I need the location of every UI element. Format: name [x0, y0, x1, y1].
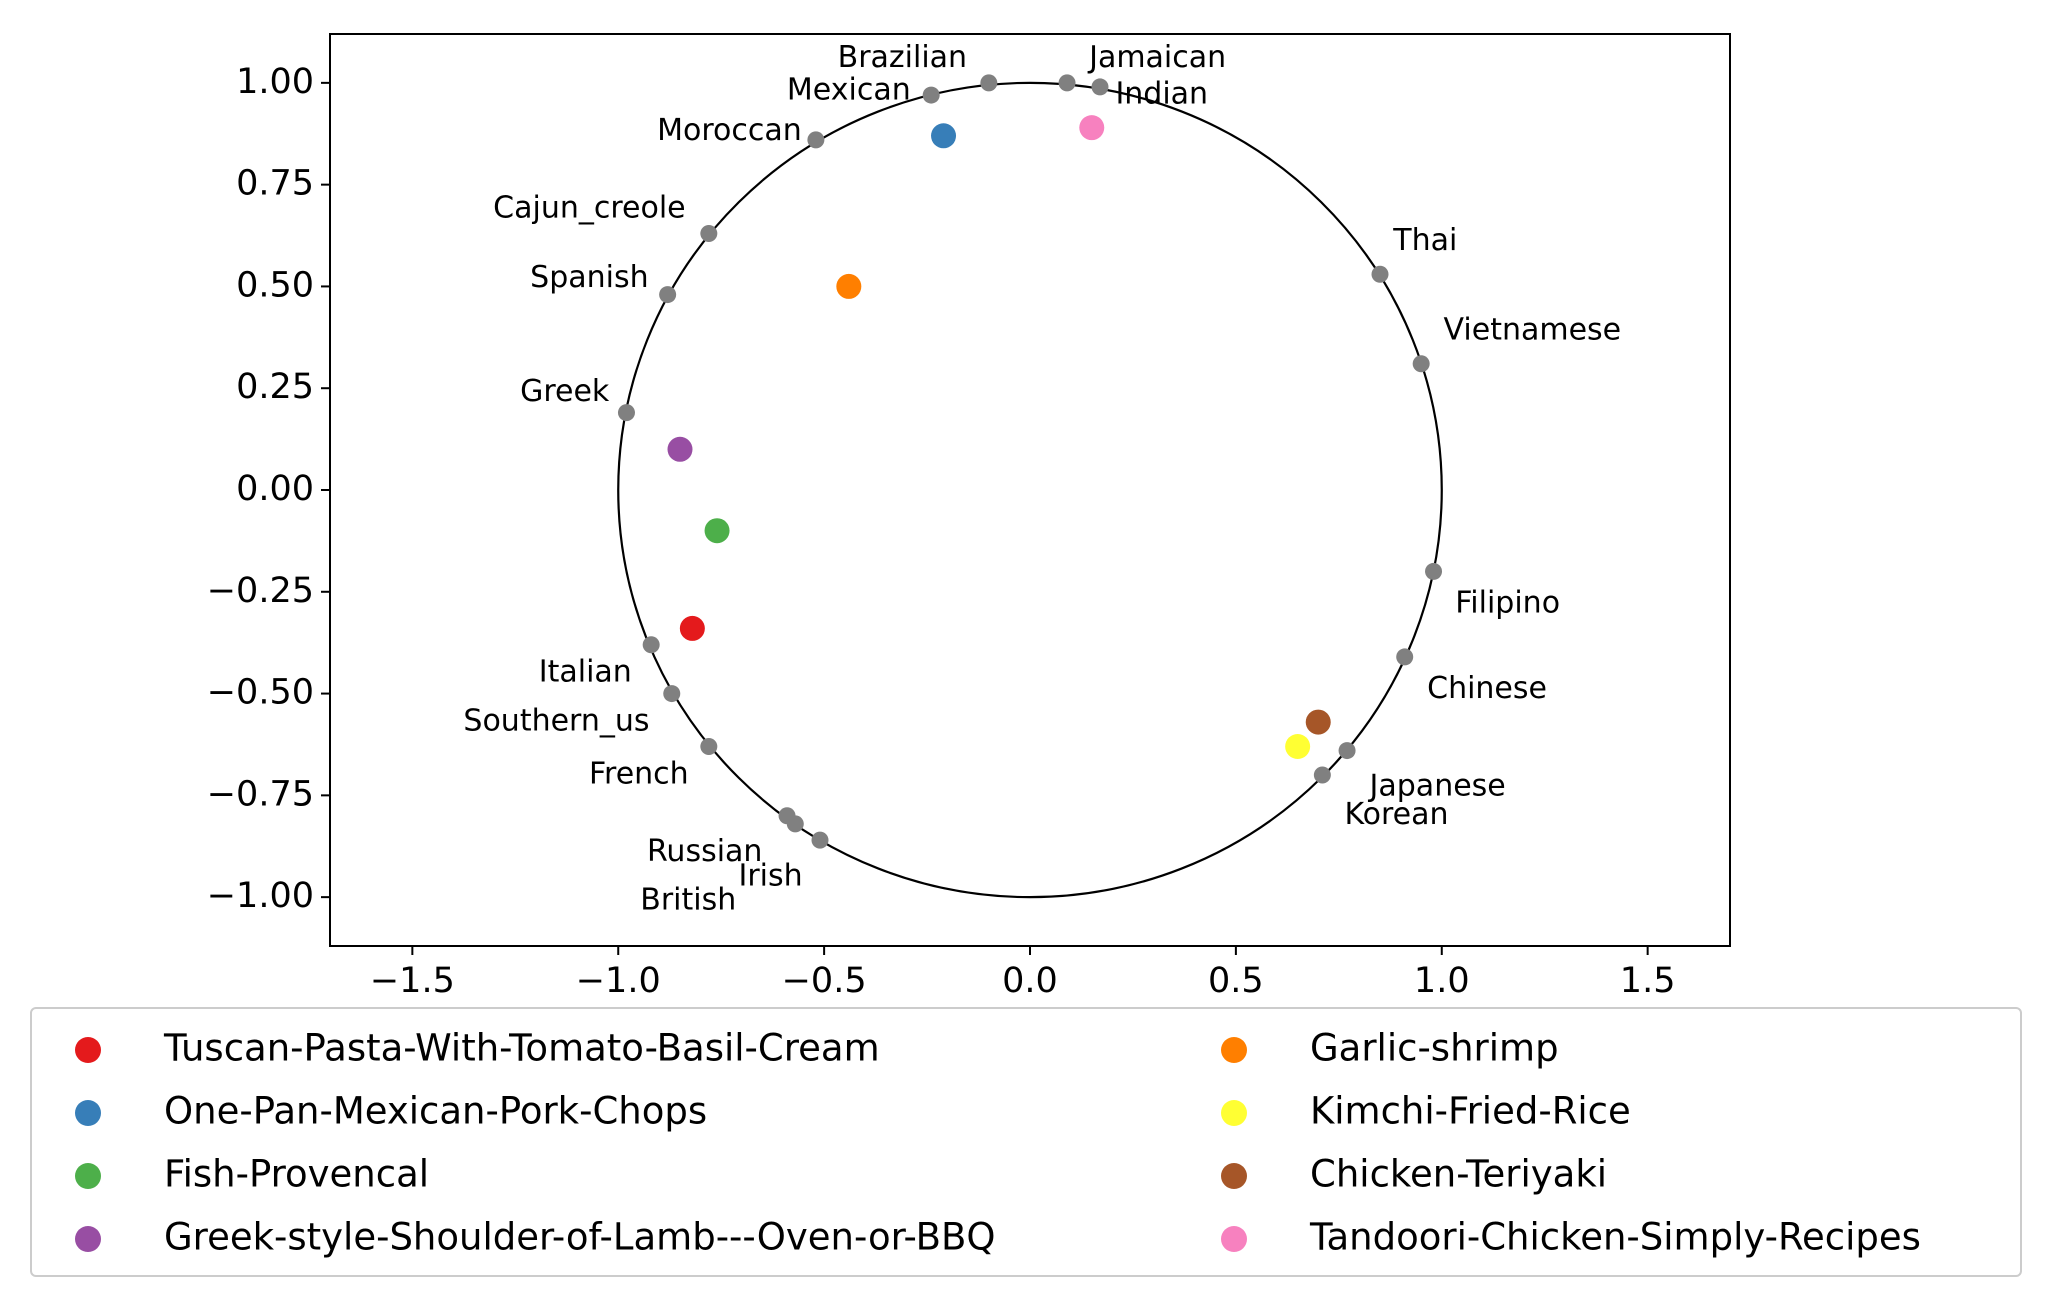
cuisine-label-moroccan: Moroccan	[657, 113, 802, 148]
x-tick-label: −0.5	[782, 961, 867, 1001]
y-tick-label: 0.50	[236, 265, 314, 305]
recipe-point-7	[1305, 709, 1331, 735]
cuisine-point-greek	[617, 404, 635, 422]
x-tick-label: −1.0	[576, 961, 661, 1001]
cuisine-label-mexican: Mexican	[787, 73, 911, 108]
cuisine-label-italian: Italian	[539, 655, 632, 690]
unit-circle	[617, 81, 1443, 899]
y-tick-label: 0.75	[236, 164, 314, 204]
cuisine-point-thai	[1371, 265, 1389, 283]
cuisine-point-british	[811, 831, 829, 849]
legend-label-3: Fish-Provencal	[164, 1153, 429, 1196]
legend-label-6: Kimchi-Fried-Rice	[1310, 1090, 1631, 1133]
legend-box	[30, 1007, 2022, 1277]
legend-marker-7	[1221, 1163, 1247, 1189]
cuisine-label-spanish: Spanish	[530, 260, 648, 295]
legend-label-8: Tandoori-Chicken-Simply-Recipes	[1309, 1216, 1921, 1259]
cuisine-label-japanese: Japanese	[1368, 769, 1506, 804]
cuisine-point-japanese	[1338, 742, 1356, 760]
cuisine-label-chinese: Chinese	[1427, 671, 1547, 706]
cuisine-point-brazilian	[922, 86, 940, 104]
cuisine-label-greek: Greek	[520, 374, 610, 409]
cuisine-point-spanish	[659, 286, 677, 304]
cuisine-label-southern_us: Southern_us	[463, 704, 649, 739]
y-tick-label: 1.00	[236, 62, 314, 102]
y-tick-label: −0.25	[207, 571, 314, 611]
cuisine-point-mexican	[980, 74, 998, 92]
cuisine-point-jamaican	[1058, 74, 1076, 92]
cuisine-point-moroccan	[807, 131, 825, 149]
cuisine-label-russian: Russian	[647, 834, 763, 869]
legend-label-5: Garlic-shrimp	[1310, 1027, 1559, 1070]
y-tick-label: 0.00	[236, 469, 314, 509]
legend-marker-4	[75, 1226, 101, 1252]
recipe-point-6	[1285, 734, 1311, 759]
x-tick-label: 0.5	[1208, 961, 1264, 1001]
legend-marker-5	[1221, 1037, 1247, 1063]
cuisine-label-irish: Irish	[739, 858, 803, 893]
legend-marker-3	[75, 1163, 101, 1189]
legend: Tuscan-Pasta-With-Tomato-Basil-Cream One-…	[30, 1007, 2022, 1277]
recipe-point-5	[836, 273, 862, 299]
cuisine-label-korean: Korean	[1344, 797, 1448, 832]
legend-marker-8	[1221, 1226, 1247, 1252]
cuisine-point-indian	[1091, 78, 1109, 96]
cuisine-label-indian: Indian	[1115, 77, 1208, 112]
cuisine-point-filipino	[1425, 562, 1443, 580]
legend-label-1: Tuscan-Pasta-With-Tomato-Basil-Cream	[163, 1027, 880, 1070]
cuisine-label-brazilian: Brazilian	[838, 40, 967, 75]
y-tick-label: −1.00	[207, 876, 314, 916]
x-tick-label: 1.0	[1414, 961, 1470, 1001]
cuisine-point-chinese	[1396, 648, 1414, 666]
cuisine-point-italian	[642, 636, 660, 654]
x-tick-label: −1.5	[370, 961, 455, 1001]
cuisine-point-vietnamese	[1412, 355, 1430, 373]
cuisine-label-jamaican: Jamaican	[1087, 40, 1226, 75]
legend-label-7: Chicken-Teriyaki	[1310, 1153, 1607, 1196]
cuisine-point-french	[700, 738, 718, 755]
y-tick-label: −0.50	[207, 673, 314, 713]
legend-marker-2	[75, 1100, 101, 1126]
legend-label-4: Greek-style-Shoulder-of-Lamb---Oven-or-B…	[164, 1216, 995, 1259]
cuisine-label-filipino: Filipino	[1455, 586, 1560, 621]
legend-label-2: One-Pan-Mexican-Pork-Chops	[164, 1090, 707, 1133]
recipe-point-1	[679, 615, 705, 641]
recipe-point-3	[704, 518, 730, 544]
cuisine-point-irish	[786, 815, 804, 833]
cuisine-label-british: British	[640, 883, 736, 918]
y-tick-label: −0.75	[207, 774, 314, 814]
plot-area: Brazilian Jamaican Mexican Indian Moroccan Ca…	[463, 40, 1621, 918]
y-tick-label: 0.25	[236, 367, 314, 407]
cuisine-label-vietnamese: Vietnamese	[1444, 313, 1622, 348]
x-axis: −1.5 −1.0 −0.5 0.0 0.5 1.0 1.5	[370, 946, 1676, 1001]
x-tick-label: 0.0	[1002, 961, 1058, 1001]
recipe-point-4	[667, 436, 693, 462]
x-tick-label: 1.5	[1620, 961, 1676, 1001]
legend-marker-6	[1221, 1100, 1247, 1126]
recipe-point-2	[931, 123, 957, 149]
cuisine-label-thai: Thai	[1392, 223, 1457, 258]
cuisine-point-korean	[1313, 766, 1331, 784]
recipe-point-8	[1079, 115, 1105, 141]
cuisine-point-cajun_creole	[700, 225, 718, 242]
cuisine-label-cajun_creole: Cajun_creole	[493, 191, 685, 226]
cuisine-label-french: French	[589, 757, 689, 792]
cuisine-point-southern_us	[663, 685, 681, 703]
legend-marker-1	[75, 1037, 101, 1063]
y-axis: 1.00 0.75 0.50 0.25 0.00 −0.25 −0.50 −0.75 −1.00	[207, 62, 330, 916]
